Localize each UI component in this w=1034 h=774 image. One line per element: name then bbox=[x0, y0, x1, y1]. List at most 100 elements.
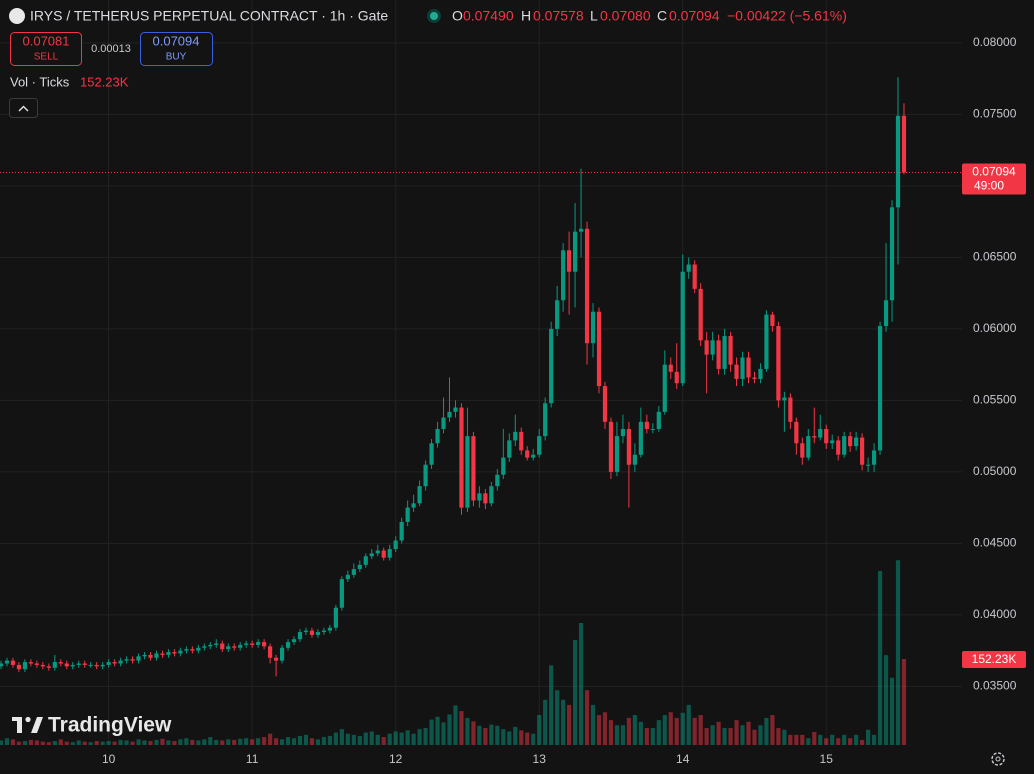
volume-bar bbox=[459, 711, 464, 745]
volume-bar bbox=[10, 739, 16, 745]
volume-bar bbox=[854, 734, 859, 745]
volume-bar bbox=[644, 728, 649, 745]
legend-key: C bbox=[657, 8, 667, 24]
candle-body bbox=[871, 450, 877, 465]
volume-bar bbox=[112, 741, 117, 745]
volume-bar bbox=[895, 560, 901, 745]
candle-body bbox=[46, 666, 51, 668]
buy-price[interactable]: 0.07094 bbox=[153, 33, 200, 48]
candle-body bbox=[543, 403, 548, 437]
sell-button[interactable] bbox=[10, 32, 82, 66]
volume-bar bbox=[315, 739, 321, 745]
volume-bar bbox=[208, 737, 213, 745]
volume-bar bbox=[543, 699, 548, 745]
volume-bar bbox=[650, 728, 655, 745]
volume-bar bbox=[106, 741, 111, 745]
volume-bar bbox=[28, 739, 33, 745]
volume-bar bbox=[82, 741, 87, 745]
candle-body bbox=[160, 653, 165, 655]
candle-body bbox=[345, 574, 350, 580]
volume-bar bbox=[794, 734, 799, 745]
buy-button[interactable] bbox=[140, 32, 213, 66]
legend-value: 0.07094 bbox=[669, 8, 720, 24]
volume-bar bbox=[190, 739, 195, 745]
candle-body bbox=[812, 436, 817, 438]
volume-bar bbox=[501, 729, 506, 745]
candle-body bbox=[860, 437, 865, 465]
candle-body bbox=[596, 311, 602, 387]
candle-body bbox=[226, 646, 231, 650]
volume-bar bbox=[178, 739, 183, 745]
volume-bar bbox=[752, 729, 757, 745]
candle-body bbox=[608, 421, 614, 472]
candle-body bbox=[489, 486, 494, 504]
volume-bar bbox=[411, 733, 416, 745]
buy-label[interactable]: BUY bbox=[166, 52, 187, 63]
watermark: TradingView bbox=[48, 714, 172, 737]
settings-icon[interactable] bbox=[991, 752, 1005, 766]
watermark-logo bbox=[12, 716, 43, 733]
candle-body bbox=[465, 436, 470, 508]
candle-body bbox=[357, 564, 362, 570]
candle-body bbox=[650, 428, 655, 430]
candle-body bbox=[746, 357, 751, 378]
volume-bar bbox=[52, 741, 57, 745]
candle-body bbox=[692, 264, 697, 289]
x-tick-label: 15 bbox=[820, 752, 834, 766]
candle-body bbox=[441, 417, 446, 429]
volume-bar bbox=[70, 742, 75, 745]
price-tag-countdown: 49:00 bbox=[974, 179, 1004, 193]
candle-body bbox=[806, 436, 811, 458]
volume-bar bbox=[626, 717, 631, 745]
volume-bar bbox=[788, 734, 793, 745]
candle-body bbox=[196, 647, 201, 651]
y-tick-label: 0.08000 bbox=[973, 35, 1017, 49]
price-tag bbox=[962, 163, 1026, 195]
volume-bar bbox=[351, 734, 356, 745]
volume-bar bbox=[830, 734, 835, 745]
legend-key: O bbox=[452, 8, 463, 24]
candle-body bbox=[112, 662, 117, 664]
volume-bar bbox=[226, 739, 231, 745]
candle-body bbox=[268, 646, 273, 658]
volume-bar bbox=[477, 725, 482, 745]
legend-value: 0.07080 bbox=[600, 8, 651, 24]
sell-label[interactable]: SELL bbox=[34, 52, 59, 63]
y-tick-label: 0.05500 bbox=[973, 393, 1017, 407]
volume-bar bbox=[435, 716, 440, 745]
volume-bar bbox=[740, 725, 745, 745]
volume-layer bbox=[0, 560, 907, 745]
candle-body bbox=[16, 664, 22, 670]
volume-bar bbox=[273, 738, 279, 745]
candle-body bbox=[590, 311, 596, 344]
volume-bar bbox=[746, 721, 751, 745]
volume-bar bbox=[572, 639, 578, 745]
collapse-button[interactable] bbox=[9, 98, 38, 118]
volume-bar bbox=[76, 740, 81, 745]
volume-bar bbox=[662, 715, 667, 745]
candle-body bbox=[10, 660, 16, 665]
candle-body bbox=[232, 646, 237, 648]
candle-body bbox=[632, 454, 637, 465]
candle-body bbox=[549, 328, 554, 404]
volume-bar bbox=[889, 677, 895, 745]
candle-body bbox=[752, 377, 757, 379]
volume-bar bbox=[40, 741, 45, 745]
volume-bar bbox=[471, 721, 476, 745]
sell-price[interactable]: 0.07081 bbox=[23, 33, 70, 48]
volume-bar bbox=[578, 622, 584, 745]
volume-bar bbox=[285, 737, 291, 745]
volume-bar bbox=[519, 730, 524, 745]
candle-body bbox=[866, 464, 871, 466]
candle-body bbox=[393, 540, 398, 550]
candle-body bbox=[447, 411, 452, 418]
candle-body bbox=[387, 549, 392, 558]
volume-bar bbox=[561, 699, 566, 745]
candle-body bbox=[513, 431, 518, 441]
volume-bar bbox=[4, 738, 10, 745]
volume-bar bbox=[214, 739, 219, 745]
candle-body bbox=[363, 556, 368, 565]
candle-body bbox=[220, 643, 225, 650]
candle-body bbox=[537, 436, 542, 455]
volume-bar bbox=[812, 732, 817, 745]
